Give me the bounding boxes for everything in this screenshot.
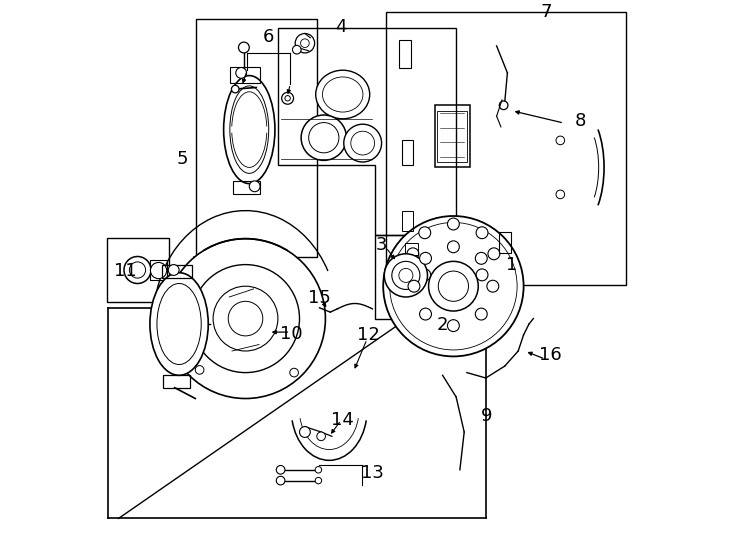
Circle shape [419, 272, 425, 279]
Circle shape [301, 115, 346, 160]
Circle shape [395, 286, 401, 293]
Ellipse shape [224, 76, 275, 184]
Text: 1: 1 [506, 255, 517, 274]
Bar [233, 181, 260, 194]
Circle shape [390, 222, 517, 350]
Circle shape [395, 258, 401, 265]
Circle shape [488, 248, 500, 260]
Circle shape [448, 278, 459, 289]
Text: 6: 6 [263, 28, 275, 46]
Circle shape [166, 239, 325, 399]
Circle shape [317, 432, 325, 441]
Bar [106, 238, 169, 302]
Circle shape [285, 96, 291, 101]
Circle shape [195, 366, 204, 374]
Circle shape [231, 85, 239, 93]
Circle shape [407, 248, 419, 260]
Circle shape [250, 181, 260, 192]
Text: 8: 8 [575, 112, 586, 131]
Circle shape [228, 301, 263, 336]
Circle shape [429, 261, 479, 311]
Circle shape [295, 33, 315, 53]
Circle shape [408, 280, 420, 292]
Circle shape [487, 280, 499, 292]
Circle shape [315, 477, 321, 484]
Ellipse shape [230, 86, 269, 173]
Bar [402, 211, 413, 231]
Ellipse shape [157, 284, 201, 364]
Circle shape [309, 123, 339, 153]
Bar [163, 375, 190, 388]
Text: 7: 7 [540, 3, 552, 21]
Circle shape [383, 216, 523, 356]
Circle shape [282, 92, 294, 104]
Text: 16: 16 [539, 346, 562, 364]
Bar [437, 111, 467, 162]
Text: 10: 10 [280, 325, 302, 343]
Text: 5: 5 [177, 150, 188, 168]
Bar [196, 19, 317, 256]
Circle shape [392, 261, 420, 289]
Circle shape [150, 262, 167, 279]
Circle shape [419, 227, 431, 239]
Bar [435, 105, 470, 167]
Circle shape [344, 124, 382, 162]
Bar [150, 260, 167, 280]
Text: 4: 4 [335, 18, 347, 36]
Text: 2: 2 [437, 316, 448, 334]
Circle shape [448, 320, 459, 332]
Circle shape [351, 131, 374, 155]
Circle shape [420, 308, 432, 320]
Circle shape [386, 272, 393, 279]
Circle shape [236, 68, 247, 78]
Circle shape [292, 45, 301, 54]
Bar [386, 12, 626, 285]
Circle shape [301, 39, 309, 48]
Text: 13: 13 [361, 463, 384, 482]
Bar [230, 68, 260, 83]
Circle shape [476, 308, 487, 320]
Circle shape [476, 269, 488, 281]
Circle shape [411, 258, 417, 265]
Text: 3: 3 [376, 235, 388, 254]
Text: 11: 11 [114, 262, 137, 280]
Circle shape [192, 265, 299, 373]
Ellipse shape [316, 70, 370, 119]
Circle shape [168, 265, 179, 275]
Text: 12: 12 [357, 326, 379, 344]
Bar [499, 232, 511, 253]
Bar [402, 140, 413, 165]
Circle shape [299, 427, 310, 437]
Ellipse shape [150, 273, 208, 375]
Circle shape [448, 218, 459, 230]
Circle shape [385, 254, 427, 297]
Circle shape [399, 268, 413, 282]
Text: 14: 14 [331, 411, 354, 429]
Circle shape [276, 476, 285, 485]
Circle shape [239, 42, 250, 53]
Circle shape [411, 286, 417, 293]
Circle shape [315, 467, 321, 473]
Circle shape [438, 271, 468, 301]
Circle shape [556, 190, 564, 199]
Circle shape [476, 227, 488, 239]
Bar [399, 40, 411, 68]
Bar [404, 243, 418, 255]
Circle shape [129, 262, 145, 278]
Circle shape [290, 368, 299, 377]
Circle shape [420, 252, 432, 264]
Circle shape [276, 465, 285, 474]
Circle shape [213, 286, 278, 351]
Text: 9: 9 [481, 407, 493, 425]
Circle shape [556, 136, 564, 145]
Bar [375, 235, 437, 319]
Ellipse shape [322, 77, 363, 112]
Circle shape [124, 256, 151, 284]
Circle shape [499, 101, 508, 110]
Bar [161, 265, 192, 278]
Circle shape [476, 252, 487, 264]
Text: 15: 15 [308, 289, 331, 307]
Circle shape [419, 269, 431, 281]
Circle shape [448, 241, 459, 253]
